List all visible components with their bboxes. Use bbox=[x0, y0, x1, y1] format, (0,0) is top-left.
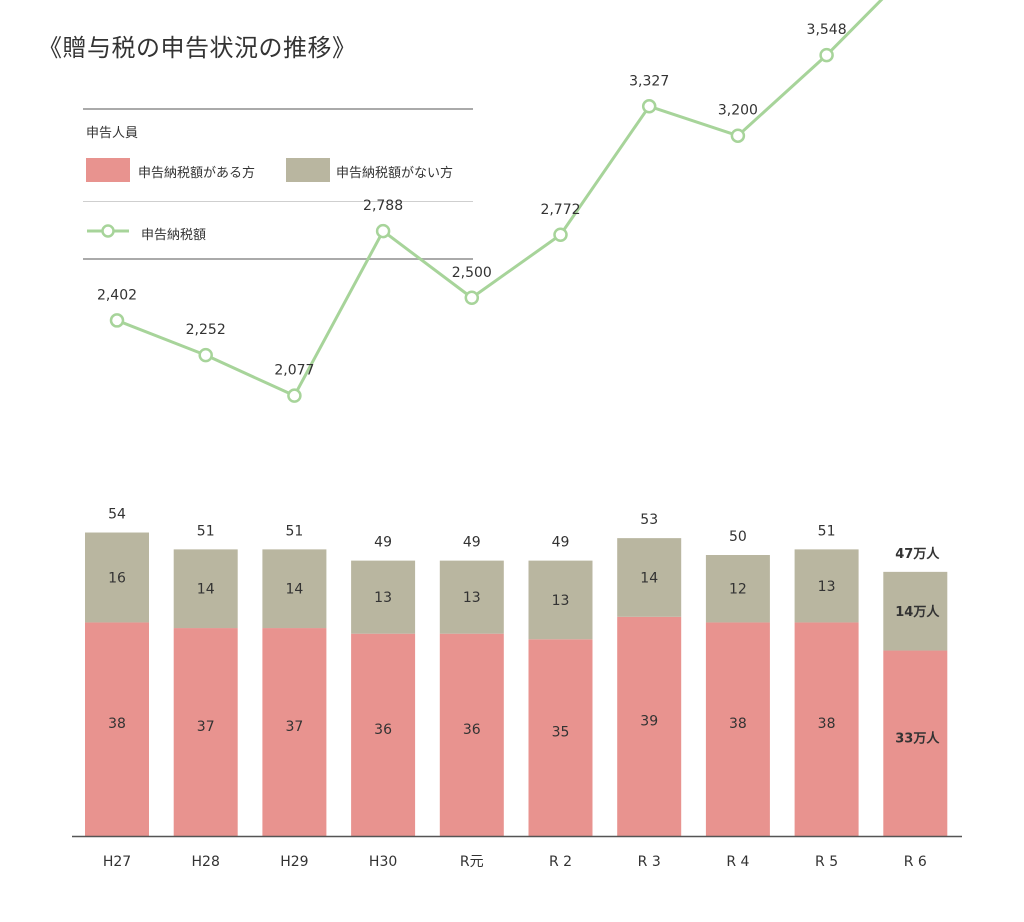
line-point-label: 3,200 bbox=[718, 103, 758, 119]
legend-label-without-tax: 申告納税額がない方 bbox=[336, 166, 454, 181]
line-point bbox=[553, 227, 568, 243]
bar-label-total: 50 bbox=[729, 529, 747, 545]
x-tick-label: R 4 bbox=[726, 854, 749, 870]
bar-segment-without-tax bbox=[883, 571, 948, 651]
bar-label-total: 51 bbox=[285, 523, 303, 539]
bar-segment-without-tax bbox=[705, 555, 770, 623]
line-point bbox=[198, 347, 213, 363]
bar-label-with-tax: 35 bbox=[552, 725, 570, 741]
x-tick-label: H28 bbox=[192, 854, 220, 870]
bar-label-total: 49 bbox=[552, 535, 570, 551]
bar-label-without-tax: 14万人 bbox=[895, 604, 940, 620]
bar-segment-with-tax bbox=[705, 622, 770, 836]
legend-label-tax-amount: 申告納税額 bbox=[141, 228, 207, 243]
bar-label-with-tax: 38 bbox=[108, 716, 126, 732]
line-point bbox=[375, 223, 391, 239]
bar-label-with-tax: 37 bbox=[285, 719, 303, 735]
line-point bbox=[464, 290, 480, 305]
bar-label-total: 51 bbox=[197, 523, 215, 539]
x-tick-label: H30 bbox=[369, 854, 397, 870]
legend-line-marker-icon bbox=[87, 224, 129, 238]
bar-label-with-tax: 36 bbox=[463, 722, 481, 738]
bar-segment-without-tax bbox=[439, 560, 504, 634]
line-point bbox=[819, 47, 834, 63]
legend-label-with-tax: 申告納税額がある方 bbox=[138, 166, 256, 181]
line-point bbox=[109, 313, 125, 328]
bar-segment-with-tax bbox=[85, 622, 149, 836]
line-point-label: 3,327 bbox=[629, 73, 669, 89]
bar-label-total: 49 bbox=[374, 535, 392, 551]
line-point-label: 3,548 bbox=[807, 22, 847, 38]
legend-swatch-without-tax bbox=[286, 158, 330, 182]
bar-label-with-tax: 38 bbox=[818, 716, 836, 732]
line-point-label: 2,402 bbox=[97, 287, 137, 303]
bar-label-without-tax: 13 bbox=[463, 590, 481, 606]
line-point bbox=[730, 128, 746, 143]
bar-segment-with-tax bbox=[262, 628, 327, 836]
bar-label-without-tax: 14 bbox=[640, 570, 658, 586]
bar-segment-with-tax bbox=[439, 633, 504, 836]
bar-label-with-tax: 33万人 bbox=[895, 730, 940, 746]
bar-label-without-tax: 13 bbox=[374, 590, 392, 606]
bar-segment-without-tax bbox=[85, 532, 149, 623]
bar-label-without-tax: 13 bbox=[818, 579, 836, 595]
bar-segment-with-tax bbox=[617, 616, 682, 836]
bar-label-total: 54 bbox=[108, 507, 126, 523]
chart-title: 《贈与税の申告状況の推移》 bbox=[38, 34, 357, 62]
bar-label-with-tax: 37 bbox=[197, 719, 215, 735]
bar-segment-without-tax bbox=[617, 538, 682, 617]
bar-segment-without-tax bbox=[528, 560, 593, 640]
line-point-label: 2,788 bbox=[363, 198, 403, 214]
line-point-label: 2,077 bbox=[274, 363, 314, 379]
line-point-label: 2,772 bbox=[540, 202, 580, 218]
bar-label-total: 49 bbox=[463, 535, 481, 551]
bar-segment-without-tax bbox=[262, 549, 327, 629]
bar-label-without-tax: 14 bbox=[197, 582, 215, 598]
line-point bbox=[641, 99, 657, 114]
x-tick-label: H27 bbox=[103, 854, 131, 870]
bar-segment-without-tax bbox=[351, 560, 416, 634]
line-series-tax-amount bbox=[116, 0, 884, 398]
line-point-label: 2,252 bbox=[186, 322, 226, 338]
bar-label-total: 47万人 bbox=[895, 546, 940, 562]
bar-label-without-tax: 13 bbox=[552, 593, 570, 609]
x-tick-label: R 2 bbox=[549, 854, 572, 870]
bar-segment-with-tax bbox=[528, 639, 593, 836]
line-point-label: 2,500 bbox=[452, 265, 492, 281]
bar-segment-with-tax bbox=[794, 622, 859, 836]
x-tick-label: R元 bbox=[460, 854, 484, 870]
bar-segment-with-tax bbox=[173, 628, 238, 836]
x-tick-label: H29 bbox=[280, 854, 308, 870]
bar-segment-with-tax bbox=[883, 650, 948, 836]
line-point bbox=[287, 388, 302, 403]
bar-segment-without-tax bbox=[173, 549, 238, 629]
bar-segment-without-tax bbox=[794, 549, 859, 623]
bar-label-total: 51 bbox=[818, 523, 836, 539]
bar-label-with-tax: 36 bbox=[374, 722, 392, 738]
x-tick-label: R 5 bbox=[815, 854, 838, 870]
bar-label-without-tax: 12 bbox=[729, 582, 747, 598]
legend: 申告人員 申告納税額がある方 申告納税額がない方 申告納税額 bbox=[83, 108, 473, 260]
bar-label-with-tax: 39 bbox=[640, 713, 658, 729]
legend-heading: 申告人員 bbox=[86, 126, 139, 141]
bar-label-total: 53 bbox=[640, 512, 658, 528]
x-tick-label: R 3 bbox=[638, 854, 661, 870]
bar-label-with-tax: 38 bbox=[729, 716, 747, 732]
legend-bottom-rule bbox=[83, 258, 473, 260]
bar-label-without-tax: 16 bbox=[108, 570, 126, 586]
legend-swatch-with-tax bbox=[86, 158, 130, 182]
bar-label-without-tax: 14 bbox=[285, 582, 303, 598]
legend-top-rule bbox=[83, 108, 473, 110]
bar-segment-with-tax bbox=[351, 633, 416, 836]
legend-mid-rule bbox=[83, 201, 473, 202]
x-tick-label: R 6 bbox=[904, 854, 927, 870]
